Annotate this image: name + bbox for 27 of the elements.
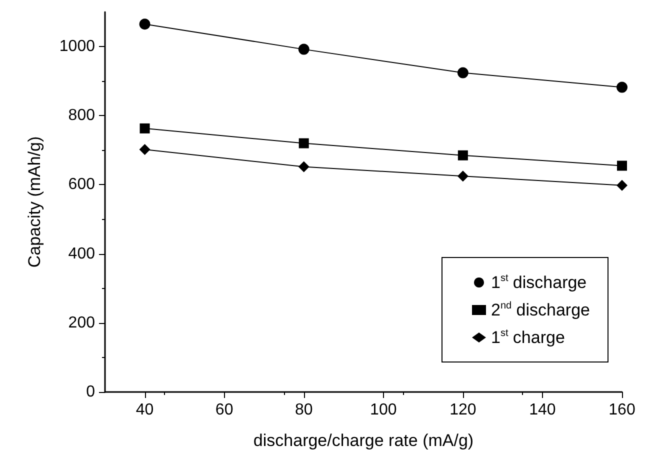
y-axis-title: Capacity (mAh/g) [25,136,44,268]
x-tick-label: 160 [608,402,636,418]
x-tick-label: 80 [294,402,313,418]
point [457,170,468,182]
y-tick-label: 800 [68,107,96,124]
y-tick-label: 0 [86,384,96,400]
y-tick-label: 600 [68,176,96,194]
point [457,67,468,78]
y-tick-label: 1000 [59,38,96,56]
x-axis-title: discharge/charge rate (mA/g) [253,431,474,450]
point [616,180,628,191]
point [140,123,150,134]
x-tick-label: 40 [136,402,154,418]
point [139,18,150,30]
x-tick-label: 100 [370,402,397,418]
y-tick-label: 400 [68,245,96,262]
x-tick-label: 140 [529,402,556,418]
point [139,144,150,155]
y-tick-label: 200 [68,314,96,332]
point [298,44,310,55]
point [458,150,468,160]
point [616,82,628,93]
x-tick-label: 120 [450,402,476,418]
x-tick-label: 60 [215,402,234,418]
point [298,138,309,148]
point [298,161,310,172]
point [617,160,627,171]
